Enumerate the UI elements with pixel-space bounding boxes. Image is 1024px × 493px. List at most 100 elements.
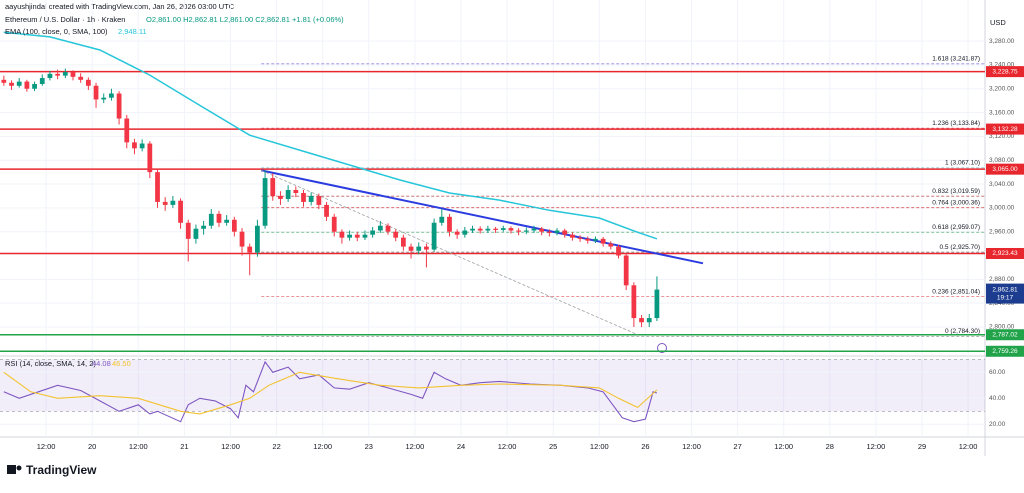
candle-body: [324, 204, 329, 217]
candle-body: [116, 93, 122, 119]
candle-body: [216, 213, 222, 223]
candle-body: [516, 230, 522, 232]
ema-value: 2,948.11: [118, 27, 147, 36]
x-tick-label: 12:00: [590, 442, 609, 451]
fib-label: 1 (3,067.10): [945, 160, 980, 167]
ohlc-label: O2,861.00 H2,862.81 L2,861.00 C2,862.81 …: [146, 15, 344, 24]
level-label-box: [986, 247, 1024, 259]
candle-body: [162, 201, 168, 205]
candle-body: [523, 230, 529, 232]
candle-body: [362, 234, 368, 238]
candle-body: [477, 228, 483, 231]
rsi-value: 44.08: [92, 359, 111, 368]
x-tick-label: 20: [88, 442, 96, 451]
x-tick-label: 23: [365, 442, 373, 451]
fib-label: 0 (2,784.30): [945, 328, 980, 335]
candle-body: [600, 238, 606, 244]
candle-body: [377, 225, 383, 231]
candle-body: [193, 228, 199, 239]
candle-body: [285, 190, 291, 199]
candle-body: [278, 195, 283, 199]
candle-body: [316, 195, 322, 205]
candle-body: [85, 79, 91, 86]
fib-label: 1.236 (3,133.84): [932, 120, 980, 127]
candle-body: [385, 225, 391, 232]
candle-body: [654, 289, 660, 319]
candle-body: [400, 237, 406, 247]
candle-body: [631, 285, 637, 319]
y-tick-label: 3,160.00: [989, 109, 1015, 116]
candle-body: [124, 118, 130, 143]
candle-body: [431, 222, 437, 250]
candle-body: [546, 231, 552, 233]
candle-body: [24, 81, 30, 89]
fib-label: 0.832 (3,019.59): [932, 188, 980, 195]
candle-body: [231, 219, 237, 232]
candle-body: [147, 143, 153, 173]
candle-body: [447, 216, 452, 232]
y-tick-label: 2,800.00: [989, 324, 1015, 331]
candle-body: [454, 231, 460, 235]
candle-body: [531, 228, 537, 231]
candle-body: [339, 231, 345, 238]
candle-body: [39, 78, 45, 84]
candle-body: [16, 81, 22, 86]
candle-body: [331, 216, 337, 232]
candle-body: [201, 225, 206, 229]
y-tick-label: 3,200.00: [989, 85, 1015, 92]
candle-body: [646, 318, 652, 323]
x-tick-label: 12:00: [129, 442, 148, 451]
x-tick-label: 24: [457, 442, 465, 451]
y-tick-label: 3,080.00: [989, 157, 1015, 164]
x-tick-label: 21: [180, 442, 188, 451]
currency: USD: [990, 18, 1006, 27]
symbol-title: Ethereum / U.S. Dollar · 1h · Kraken: [5, 15, 125, 24]
candle-body: [47, 73, 53, 79]
x-tick-label: 12:00: [498, 442, 517, 451]
rsi-line: [3, 360, 658, 423]
candle-body: [554, 230, 560, 233]
level-label: 2,787.02: [992, 331, 1018, 338]
level-label-box: [986, 163, 1024, 175]
x-tick-label: 12:00: [406, 442, 425, 451]
candle-body: [623, 255, 629, 286]
candle-body: [170, 200, 176, 205]
candle-body: [500, 228, 506, 230]
candle-body: [593, 238, 598, 241]
candle-body: [293, 190, 299, 193]
candle-body: [308, 195, 314, 202]
candle-body: [470, 228, 475, 231]
last-price-label: 2,862.81: [992, 286, 1018, 293]
candle-body: [577, 237, 583, 239]
candle-body: [132, 142, 137, 149]
candle-body: [262, 178, 268, 226]
x-tick-label: 12:00: [774, 442, 793, 451]
level-label: 2,923.43: [992, 250, 1018, 257]
logo-mark: [7, 465, 16, 474]
candle-body: [585, 238, 591, 241]
x-tick-label: 26: [641, 442, 649, 451]
candle-body: [247, 246, 253, 253]
candle-body: [562, 230, 568, 235]
ema-line: [3, 31, 658, 240]
candle-body: [616, 246, 621, 256]
y-tick-label: 2,880.00: [989, 276, 1015, 283]
x-tick-label: 12:00: [959, 442, 978, 451]
ema-name: EMA (100, close, 0, SMA, 100): [5, 27, 108, 36]
candle-body: [178, 200, 183, 223]
x-tick-label: 12:00: [37, 442, 56, 451]
y-tick-label: 3,120.00: [989, 133, 1015, 140]
level-label-box: [986, 123, 1024, 135]
y-tick-label: 3,000.00: [989, 205, 1015, 212]
candle-body: [70, 72, 76, 77]
candle-body: [32, 83, 37, 89]
rsi-title: RSI (14, close, SMA, 14, 2): [5, 359, 96, 368]
candle-body: [185, 222, 191, 239]
candle-body: [93, 85, 99, 100]
rsi-value: 46.50: [112, 359, 131, 368]
level-label: 3,228.75: [992, 68, 1018, 75]
level-label-box: [986, 345, 1024, 357]
